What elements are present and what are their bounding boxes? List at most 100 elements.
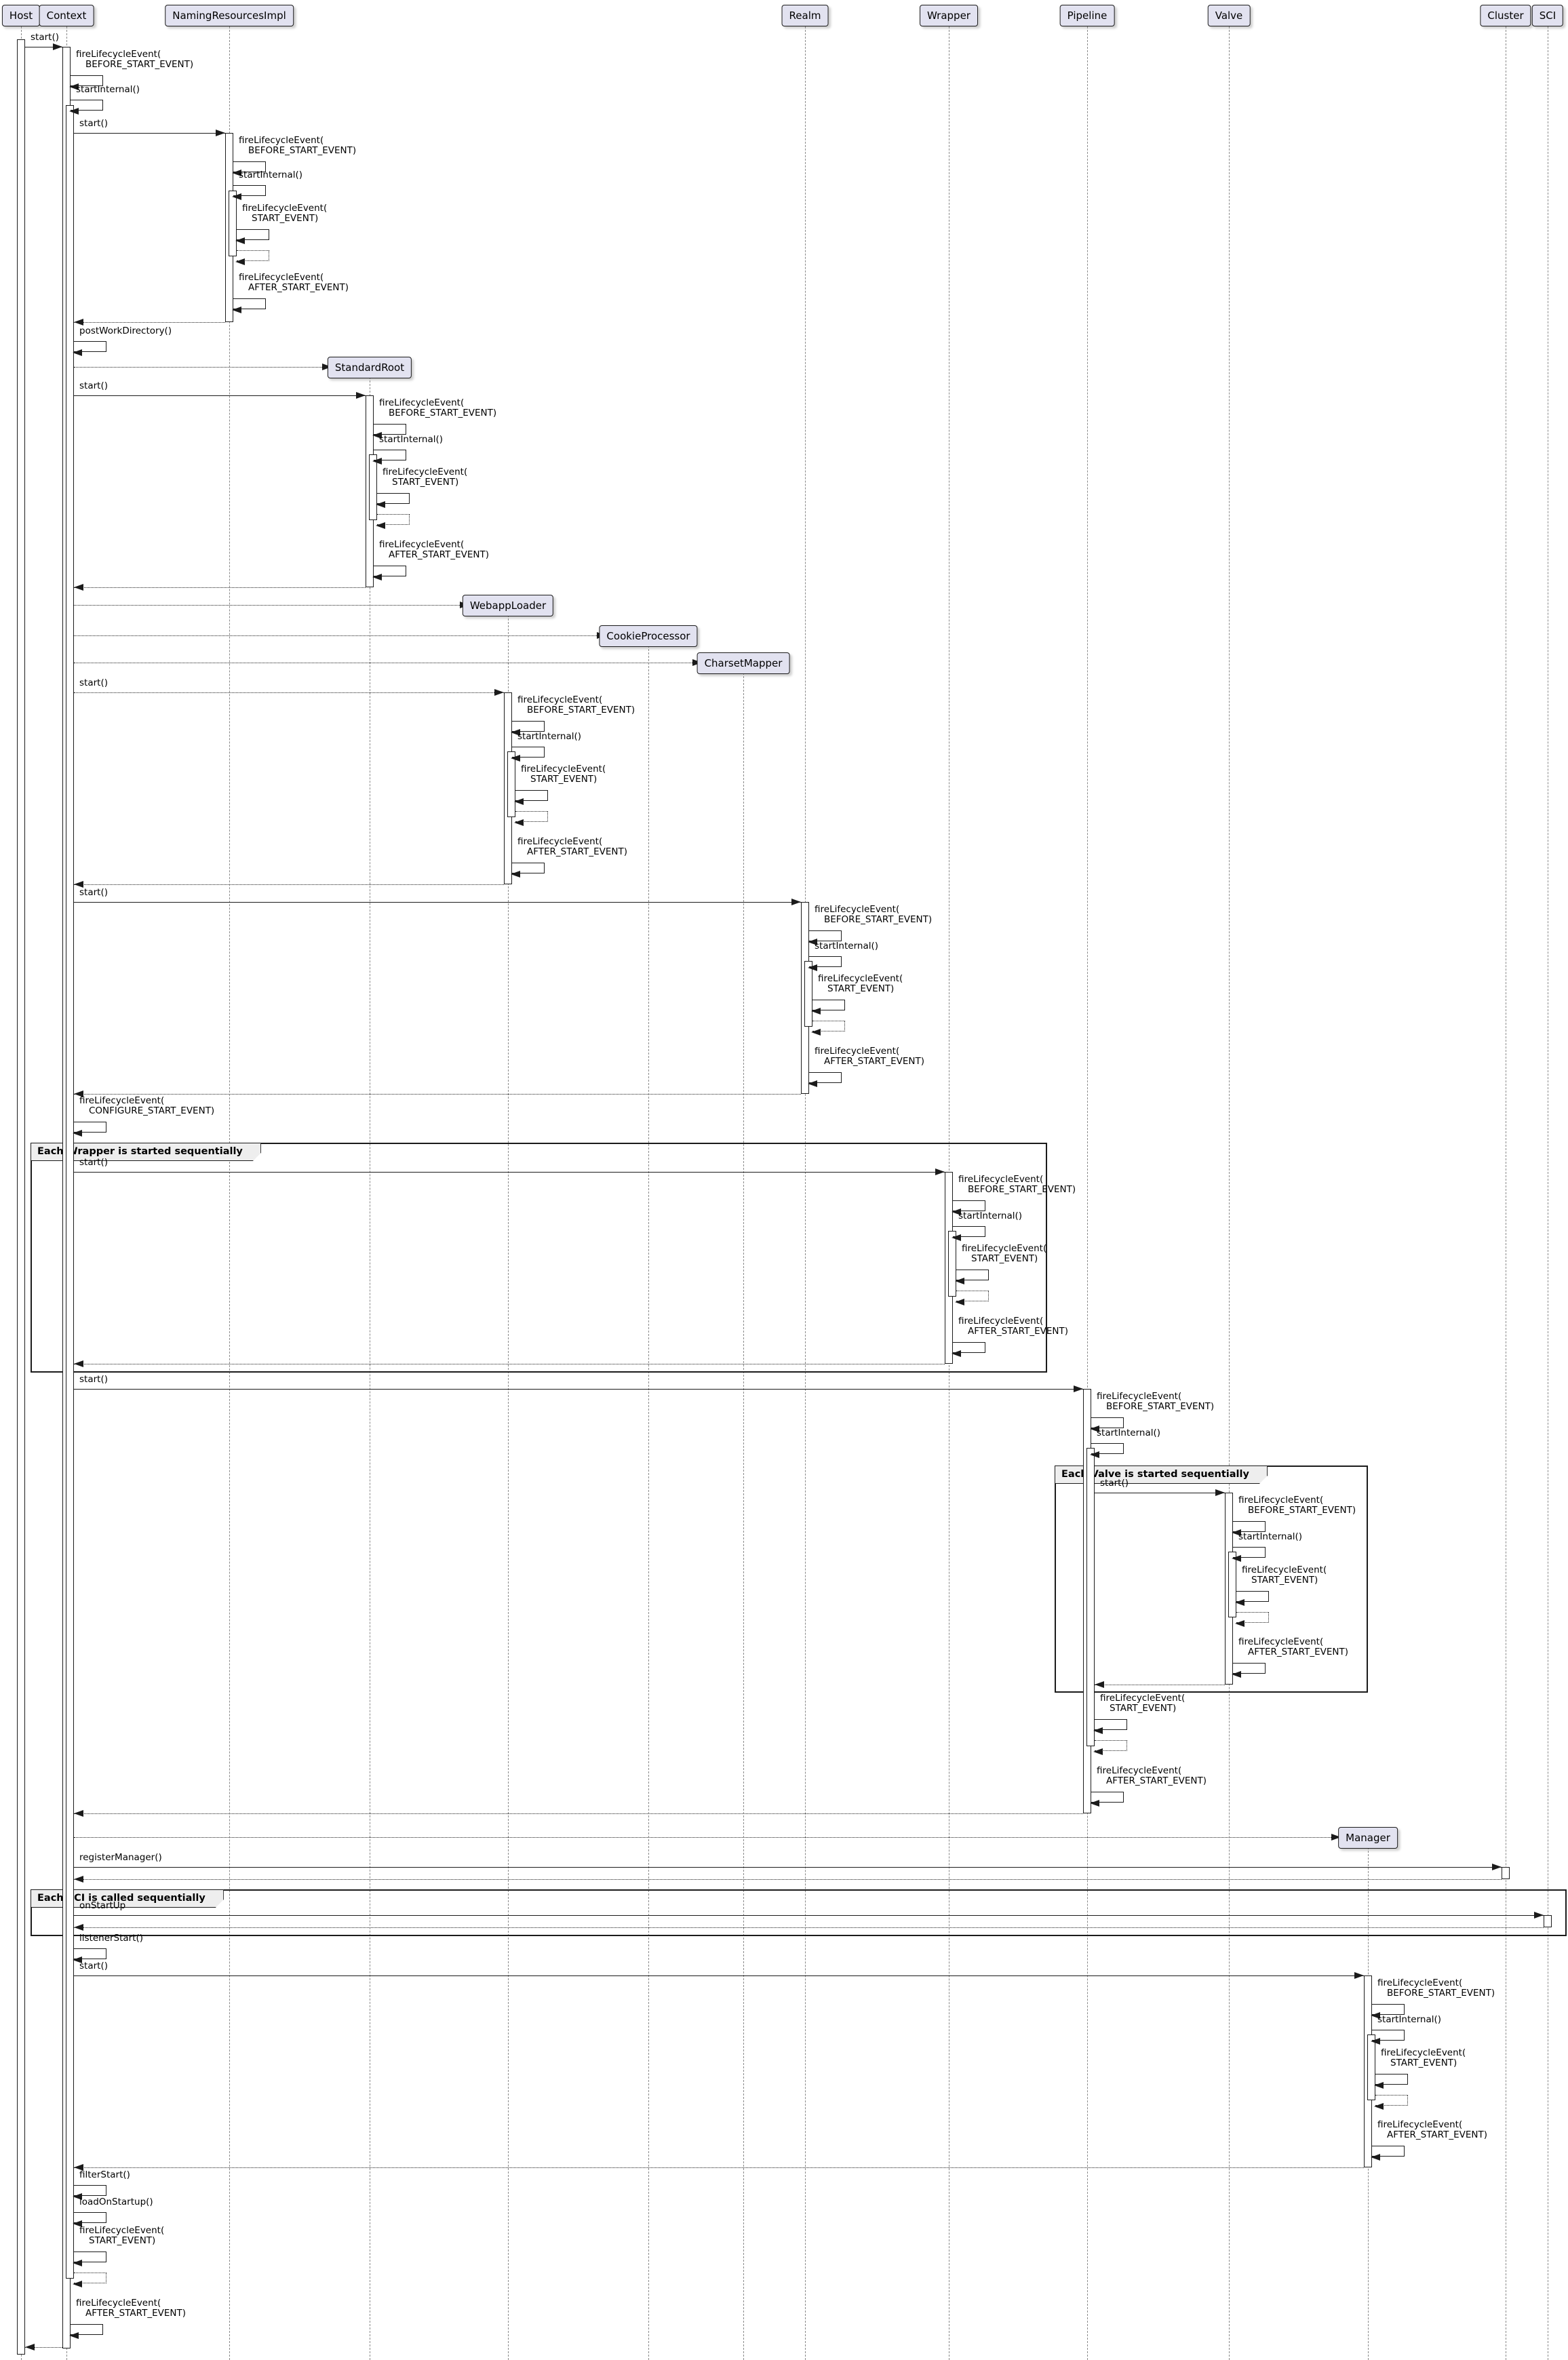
self-call-message: [235, 229, 269, 244]
message-label-line: fireLifecycleEvent(: [1097, 1765, 1182, 1776]
self-return-message: [73, 2273, 106, 2287]
self-call-message: [372, 450, 406, 465]
message-label-line: fireLifecycleEvent(: [958, 1174, 1044, 1185]
return-message: [74, 1923, 1544, 1931]
message-label: start(): [79, 1158, 108, 1168]
message-label: fireLifecycleEvent(START_EVENT): [79, 2226, 164, 2246]
message-label: fireLifecycleEvent(START_EVENT): [1242, 1565, 1327, 1586]
activation-webapp-loader: [507, 751, 515, 817]
self-return-message: [235, 250, 269, 265]
return-message: [74, 1809, 1083, 1817]
create-message: [74, 363, 332, 370]
message-label: start(): [79, 119, 108, 129]
self-call-message: [1090, 1443, 1124, 1458]
lifeline-webapp-loader: [508, 615, 509, 2360]
message-label-line: fireLifecycleEvent(: [239, 135, 324, 146]
message-label-line: startInternal(): [1238, 1531, 1303, 1542]
self-return-message: [1093, 1740, 1127, 1755]
arrowhead-icon: [74, 1875, 83, 1883]
message-label-line: fireLifecycleEvent(: [379, 539, 465, 550]
arrowhead-icon: [1093, 1727, 1103, 1734]
return-message: [74, 880, 504, 888]
message-label-line: BEFORE_START_EVENT): [824, 914, 933, 925]
message-label-line: startInternal(): [239, 170, 303, 180]
arrowhead-icon: [511, 754, 520, 762]
message-label: fireLifecycleEvent(BEFORE_START_EVENT): [379, 398, 496, 418]
message-label-line: START_EVENT): [392, 477, 459, 488]
message-label-line: fireLifecycleEvent(: [1238, 1495, 1324, 1506]
message-label-line: fireLifecycleEvent(: [962, 1243, 1047, 1254]
message-label: fireLifecycleEvent(START_EVENT): [383, 467, 467, 488]
message-label: fireLifecycleEvent(AFTER_START_EVENT): [1238, 1637, 1348, 1657]
participant-pipeline: Pipeline: [1059, 5, 1115, 26]
arrowhead-icon: [74, 1090, 83, 1097]
message-label: fireLifecycleEvent(BEFORE_START_EVENT): [1097, 1392, 1214, 1412]
message-label: start(): [79, 678, 108, 688]
self-call-message: [73, 1122, 106, 1137]
message-label-line: fireLifecycleEvent(: [1377, 2119, 1463, 2130]
arrowhead-icon: [376, 500, 385, 508]
message-label: fireLifecycleEvent(AFTER_START_EVENT): [379, 540, 489, 560]
self-call-message: [69, 2324, 103, 2339]
message-label-line: onStartUp: [79, 1900, 126, 1911]
arrowhead-icon: [235, 237, 245, 244]
arrowhead-icon: [511, 870, 520, 878]
message-label-line: start(): [1100, 1478, 1129, 1489]
call-message: [74, 1911, 1544, 1919]
message-label-line: BEFORE_START_EVENT): [85, 59, 194, 70]
arrowhead-icon: [1090, 1799, 1099, 1807]
message-label-line: fireLifecycleEvent(: [1381, 2047, 1466, 2058]
message-label-line: start(): [79, 380, 108, 391]
self-return-message: [376, 514, 410, 529]
arrowhead-icon: [935, 1168, 945, 1175]
self-call-message: [1371, 2030, 1405, 2045]
self-call-message: [808, 930, 842, 945]
self-call-message: [511, 721, 545, 736]
participant-charset-mapper: CharsetMapper: [697, 652, 790, 674]
participant-sci: SCI: [1531, 5, 1564, 26]
message-label-line: start(): [79, 677, 108, 688]
arrowhead-icon: [74, 318, 83, 326]
message-label-line: startInternal(): [1377, 2014, 1442, 2025]
arrowhead-icon: [1232, 1529, 1241, 1536]
arrowhead-icon: [952, 1350, 961, 1357]
call-message: [74, 898, 801, 905]
self-call-message: [69, 100, 103, 115]
message-label-line: fireLifecycleEvent(: [242, 203, 328, 214]
arrowhead-icon: [1331, 1833, 1341, 1841]
message-label-line: start(): [31, 32, 59, 43]
message-label-line: START_EVENT): [252, 213, 319, 224]
message-label: startInternal(): [517, 732, 581, 742]
message-label-line: BEFORE_START_EVENT): [1387, 1988, 1495, 1999]
message-label-line: fireLifecycleEvent(: [379, 397, 465, 408]
arrowhead-icon: [811, 1007, 821, 1015]
arrowhead-icon: [955, 1298, 964, 1305]
message-label: fireLifecycleEvent(BEFORE_START_EVENT): [958, 1175, 1076, 1195]
activation-manager: [1367, 2034, 1375, 2100]
lifeline-naming-resources: [229, 26, 230, 2360]
participant-wrapper: Wrapper: [920, 5, 978, 26]
arrowhead-icon: [1232, 1554, 1241, 1562]
message-label-line: fireLifecycleEvent(: [239, 272, 324, 283]
message-label-line: loadOnStartup(): [79, 2197, 153, 2207]
message-label-line: startInternal(): [76, 84, 140, 95]
message-label-line: fireLifecycleEvent(: [79, 1095, 165, 1106]
arrowhead-icon: [494, 688, 504, 696]
activation-sci: [1544, 1915, 1552, 1927]
arrowhead-icon: [372, 573, 382, 581]
message-label: fireLifecycleEvent(BEFORE_START_EVENT): [76, 50, 193, 70]
return-message: [25, 2343, 62, 2351]
participant-valve: Valve: [1207, 5, 1251, 26]
message-label-line: fireLifecycleEvent(: [1100, 1693, 1185, 1704]
arrowhead-icon: [1374, 2102, 1384, 2110]
arrowhead-icon: [808, 1080, 817, 1087]
call-message: [74, 129, 225, 136]
arrowhead-icon: [53, 43, 62, 50]
message-label: fireLifecycleEvent(START_EVENT): [962, 1244, 1046, 1264]
self-call-message: [1235, 1591, 1269, 1606]
message-label: fireLifecycleEvent(AFTER_START_EVENT): [815, 1046, 924, 1067]
message-label: fireLifecycleEvent(START_EVENT): [242, 203, 327, 224]
message-label-line: start(): [79, 118, 108, 129]
message-label-line: filterStart(): [79, 2169, 130, 2180]
call-message: [74, 688, 504, 696]
